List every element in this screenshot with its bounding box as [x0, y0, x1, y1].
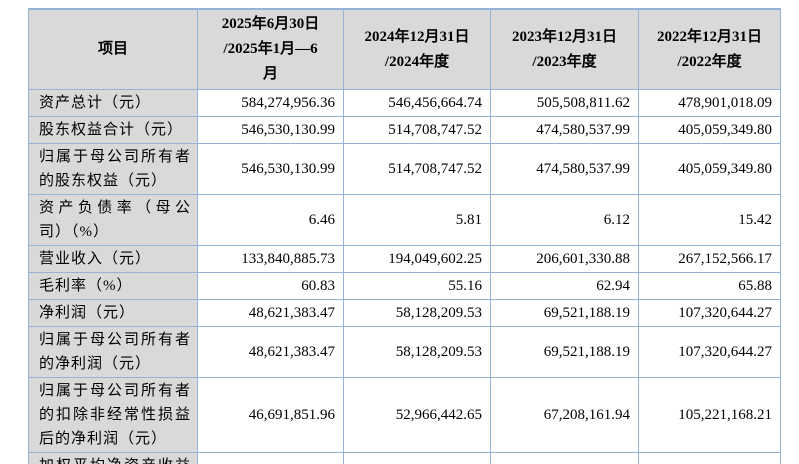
table-header-row: 项目 2025年6月30日 /2025年1月—6 月 2024年12月31日 /… — [28, 8, 781, 90]
row-label: 资产负债率（母公司）（%） — [28, 194, 198, 246]
row-value: 474,580,537.99 — [490, 143, 639, 195]
column-header-2022: 2022年12月31日 /2022年度 — [638, 8, 781, 90]
row-value: 514,708,747.52 — [343, 116, 491, 144]
row-value: 505,508,811.62 — [490, 89, 639, 117]
row-value: 58,128,209.53 — [343, 326, 491, 378]
table-row: 股东权益合计（元） 546,530,130.99 514,708,747.52 474… — [28, 116, 781, 144]
column-header-2025h1: 2025年6月30日 /2025年1月—6 月 — [197, 8, 344, 90]
row-value: 9.12 — [197, 452, 344, 464]
row-value: 67,208,161.94 — [490, 377, 639, 453]
row-value: 55.16 — [343, 272, 491, 300]
row-value: 514,708,747.52 — [343, 143, 491, 195]
row-value: 11.79 — [343, 452, 491, 464]
row-value: 28.14 — [638, 452, 781, 464]
row-label: 营业收入（元） — [28, 245, 198, 273]
row-label: 股东权益合计（元） — [28, 116, 198, 144]
column-header-2023: 2023年12月31日 /2023年度 — [490, 8, 639, 90]
row-value: 584,274,956.36 — [197, 89, 344, 117]
row-label: 毛利率（%） — [28, 272, 198, 300]
row-value: 107,320,644.27 — [638, 299, 781, 327]
row-value: 267,152,566.17 — [638, 245, 781, 273]
row-value: 546,530,130.99 — [197, 143, 344, 195]
table-row: 净利润（元） 48,621,383.47 58,128,209.53 69,521,1… — [28, 299, 781, 327]
row-value: 15.81 — [490, 452, 639, 464]
row-value: 474,580,537.99 — [490, 116, 639, 144]
row-label: 加权平均净资产收益率（%） — [28, 452, 198, 464]
row-value: 206,601,330.88 — [490, 245, 639, 273]
row-value: 5.81 — [343, 194, 491, 246]
row-value: 6.12 — [490, 194, 639, 246]
row-value: 133,840,885.73 — [197, 245, 344, 273]
row-value: 546,456,664.74 — [343, 89, 491, 117]
row-label: 归属于母公司所有者的扣除非经常性损益后的净利润（元） — [28, 377, 198, 453]
row-value: 15.42 — [638, 194, 781, 246]
row-value: 62.94 — [490, 272, 639, 300]
row-value: 58,128,209.53 — [343, 299, 491, 327]
financial-summary-table: 项目 2025年6月30日 /2025年1月—6 月 2024年12月31日 /… — [28, 8, 781, 464]
column-header-2024: 2024年12月31日 /2024年度 — [343, 8, 491, 90]
row-value: 46,691,851.96 — [197, 377, 344, 453]
table-row: 归属于母公司所有者的股东权益（元） 546,530,130.99 514,708,7… — [28, 143, 781, 195]
table-row: 资产总计（元） 584,274,956.36 546,456,664.74 505,5… — [28, 89, 781, 117]
table-row: 归属于母公司所有者的净利润（元） 48,621,383.47 58,128,209.… — [28, 326, 781, 378]
row-value: 107,320,644.27 — [638, 326, 781, 378]
row-label: 净利润（元） — [28, 299, 198, 327]
row-value: 48,621,383.47 — [197, 326, 344, 378]
row-value: 6.46 — [197, 194, 344, 246]
row-value: 105,221,168.21 — [638, 377, 781, 453]
column-header-item: 项目 — [28, 8, 198, 90]
row-value: 48,621,383.47 — [197, 299, 344, 327]
row-label: 归属于母公司所有者的净利润（元） — [28, 326, 198, 378]
row-label: 资产总计（元） — [28, 89, 198, 117]
table-row: 毛利率（%） 60.83 55.16 62.94 65.88 — [28, 272, 781, 300]
table-row: 资产负债率（母公司）（%） 6.46 5.81 6.12 15.42 — [28, 194, 781, 246]
row-value: 194,049,602.25 — [343, 245, 491, 273]
table-row: 归属于母公司所有者的扣除非经常性损益后的净利润（元） 46,691,851.96 5… — [28, 377, 781, 453]
row-value: 69,521,188.19 — [490, 326, 639, 378]
table-row: 营业收入（元） 133,840,885.73 194,049,602.25 206,6… — [28, 245, 781, 273]
row-value: 65.88 — [638, 272, 781, 300]
row-value: 52,966,442.65 — [343, 377, 491, 453]
row-value: 69,521,188.19 — [490, 299, 639, 327]
table-body: 资产总计（元） 584,274,956.36 546,456,664.74 505,5… — [28, 89, 781, 464]
table-row: 加权平均净资产收益率（%）9.1211.7915.8128.14 — [28, 452, 781, 464]
row-value: 478,901,018.09 — [638, 89, 781, 117]
row-value: 546,530,130.99 — [197, 116, 344, 144]
row-value: 405,059,349.80 — [638, 116, 781, 144]
row-value: 60.83 — [197, 272, 344, 300]
row-value: 405,059,349.80 — [638, 143, 781, 195]
row-label: 归属于母公司所有者的股东权益（元） — [28, 143, 198, 195]
